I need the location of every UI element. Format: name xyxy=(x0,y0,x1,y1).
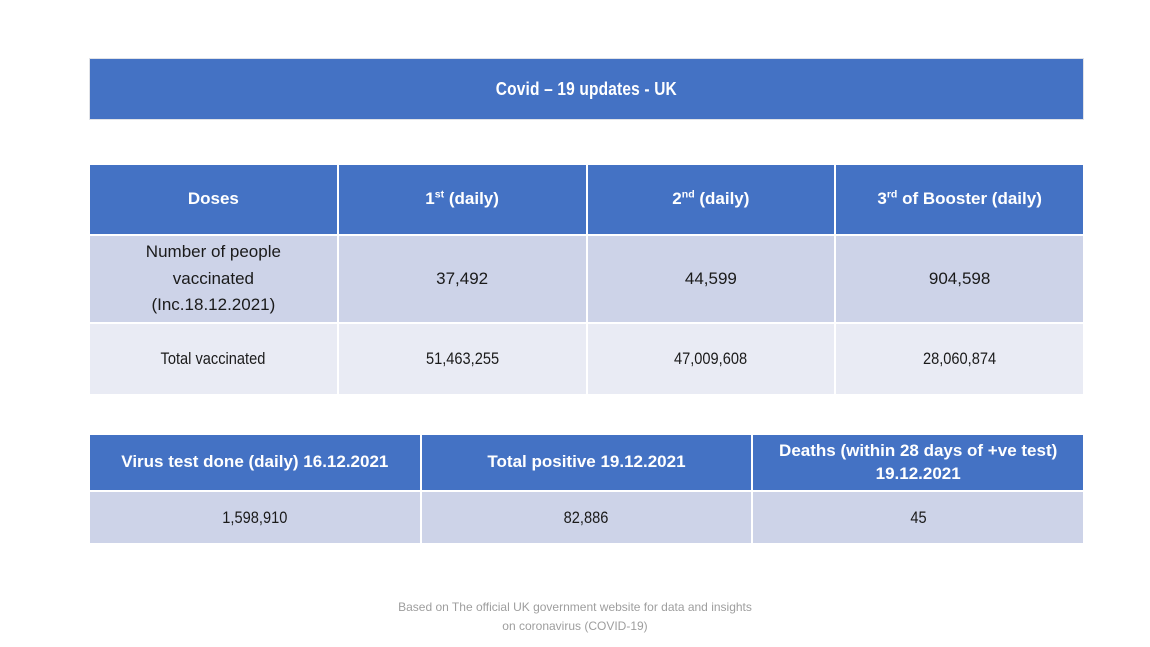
source-note: Based on The official UK government webs… xyxy=(0,598,1150,635)
stats-header-deaths: Deaths (within 28 days of +ve test) 19.1… xyxy=(753,435,1083,490)
row-label-text: Total vaccinated xyxy=(160,349,266,368)
header-label: Doses xyxy=(187,189,239,209)
table-cell-total-first-dose: 51,463,255 xyxy=(338,324,586,394)
header-label-suffix: of Booster (daily) xyxy=(897,189,1042,209)
header-label: 1 xyxy=(425,189,435,209)
vaccination-header-doses: Doses xyxy=(90,165,337,234)
table-cell-daily-second-dose: 44,599 xyxy=(587,236,835,322)
header-label: 3 xyxy=(877,189,887,209)
stats-header-positive: Total positive 19.12.2021 xyxy=(421,435,752,490)
cell-value: 904,598 xyxy=(928,269,991,288)
table-cell-daily-booster: 904,598 xyxy=(836,236,1083,322)
row-label-total-vaccinated: Total vaccinated xyxy=(90,324,337,394)
header-superscript: nd xyxy=(681,188,695,201)
header-label: 2 xyxy=(672,189,682,209)
vaccination-header-second-dose: 2nd (daily) xyxy=(587,165,835,234)
title-banner: Covid – 19 updates - UK xyxy=(90,59,1083,119)
stats-value-tests: 1,598,910 xyxy=(90,492,420,543)
header-label: Virus test done (daily) 16.12.2021 xyxy=(121,452,389,472)
cell-value: 37,492 xyxy=(436,269,489,288)
table-cell-total-booster: 28,060,874 xyxy=(836,324,1083,394)
vaccination-table: Doses 1st (daily) 2nd (daily) 3rd of Boo… xyxy=(90,165,1083,394)
vaccination-header-first-dose: 1st (daily) xyxy=(338,165,586,234)
table-cell-daily-first-dose: 37,492 xyxy=(338,236,586,322)
cell-value: 28,060,874 xyxy=(923,349,997,368)
page-title: Covid – 19 updates - UK xyxy=(495,78,678,99)
stats-value-positive: 82,886 xyxy=(421,492,752,543)
header-superscript: st xyxy=(434,188,445,201)
stats-header-tests: Virus test done (daily) 16.12.2021 xyxy=(90,435,420,490)
cell-value: 82,886 xyxy=(564,507,609,527)
header-label: Deaths (within 28 days of +ve test) 19.1… xyxy=(779,440,1058,483)
cell-value: 44,599 xyxy=(684,269,737,288)
cell-value: 51,463,255 xyxy=(425,349,499,368)
cell-value: 1,598,910 xyxy=(222,507,288,527)
header-label-suffix: (daily) xyxy=(444,189,499,209)
cell-value: 47,009,608 xyxy=(674,349,748,368)
header-label: Total positive 19.12.2021 xyxy=(487,452,686,472)
row-label-text: Number of people vaccinated (Inc.18.12.2… xyxy=(145,242,281,315)
header-label-suffix: (daily) xyxy=(694,189,750,209)
source-note-text: Based on The official UK government webs… xyxy=(398,600,752,633)
stats-table: Virus test done (daily) 16.12.2021 Total… xyxy=(90,435,1083,543)
header-superscript: rd xyxy=(886,188,898,201)
cell-value: 45 xyxy=(910,507,927,527)
vaccination-header-booster: 3rd of Booster (daily) xyxy=(836,165,1083,234)
row-label-number-vaccinated: Number of people vaccinated (Inc.18.12.2… xyxy=(90,236,337,322)
table-cell-total-second-dose: 47,009,608 xyxy=(587,324,835,394)
stats-value-deaths: 45 xyxy=(753,492,1083,543)
